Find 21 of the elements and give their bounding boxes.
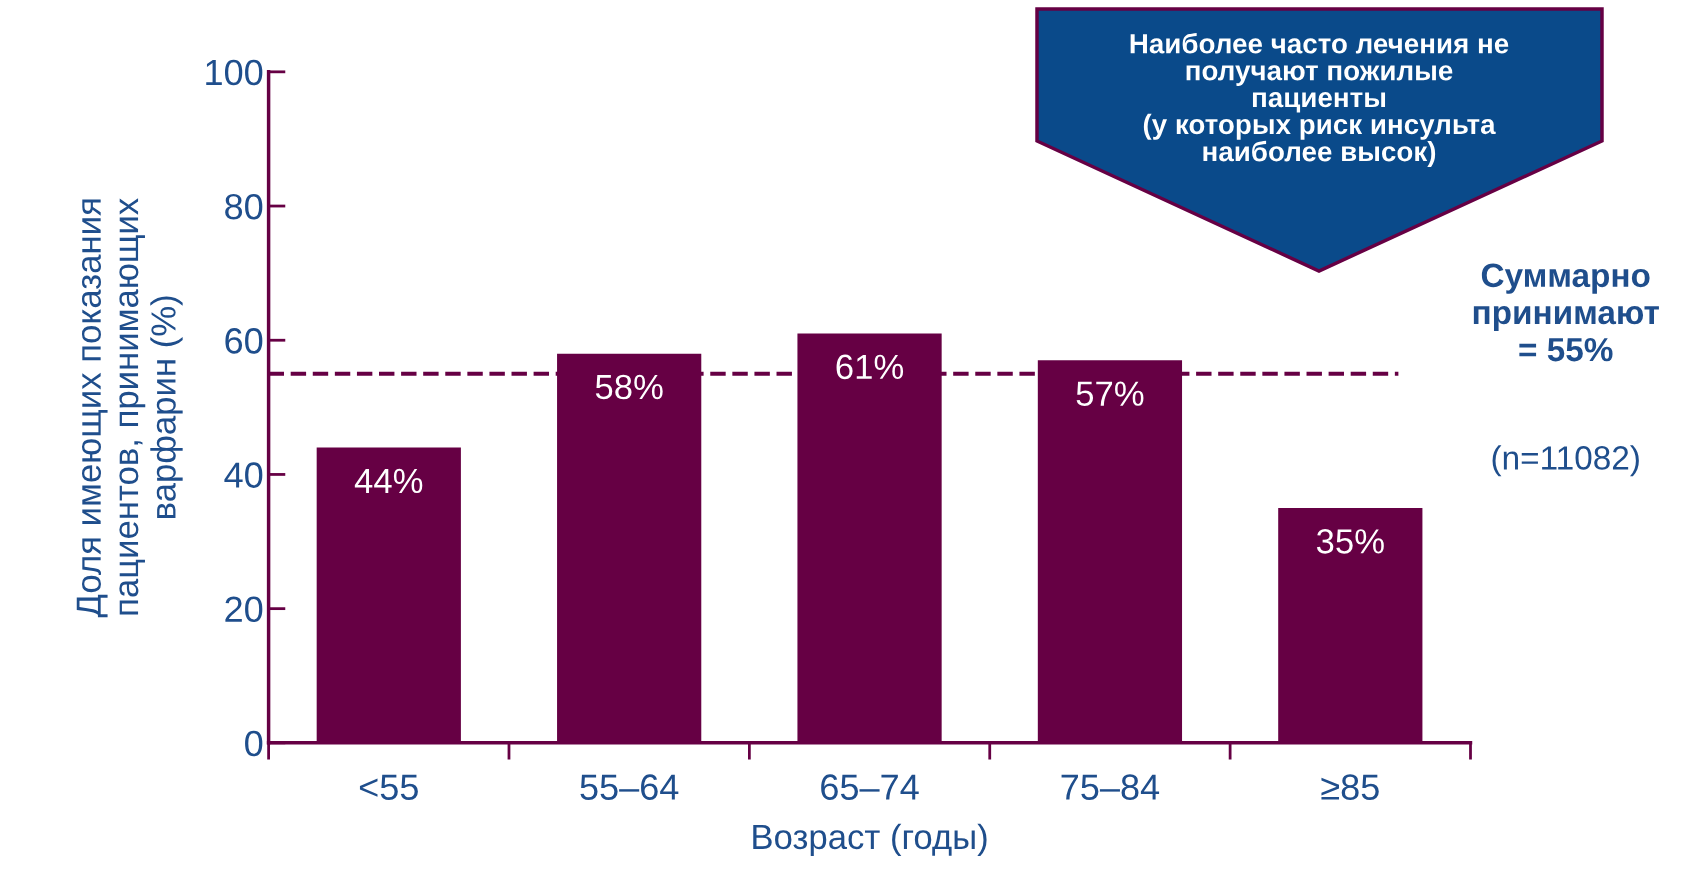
data-label: 44% <box>354 468 423 494</box>
y-tick-label: 40 <box>224 462 263 488</box>
data-label: 61% <box>836 354 904 380</box>
x-axis-title: Возраст (годы) <box>753 823 987 857</box>
y-tick-label: 60 <box>225 328 263 354</box>
annotation: Наиболее часто лечения не получают пожилые пациенты (у которых риск инсульта наиболее высок) <box>1130 32 1509 167</box>
x-tick-label: 55–64 <box>580 774 679 800</box>
x-tick-label: ≥85 <box>1321 774 1379 800</box>
y-tick-label: 0 <box>245 730 263 757</box>
y-tick-label: 80 <box>225 193 263 220</box>
x-tick-label: <55 <box>359 774 418 800</box>
data-label: 35% <box>1316 529 1384 554</box>
x-tick-label: 75–84 <box>1061 774 1160 800</box>
data-label: 58% <box>595 374 663 400</box>
data-label: 57% <box>1076 381 1144 406</box>
x-tick-label: 65–74 <box>821 774 919 800</box>
ref-line-label: Суммарно принимают = 55% <box>1473 263 1659 362</box>
y-axis-title: Доля имеющих показания пациентов, принимающих варфарин (%) <box>76 198 183 618</box>
y-tick-label: 20 <box>225 596 263 623</box>
y-tick-label: 100 <box>206 59 263 86</box>
text: (n=11082) <box>1492 445 1639 477</box>
